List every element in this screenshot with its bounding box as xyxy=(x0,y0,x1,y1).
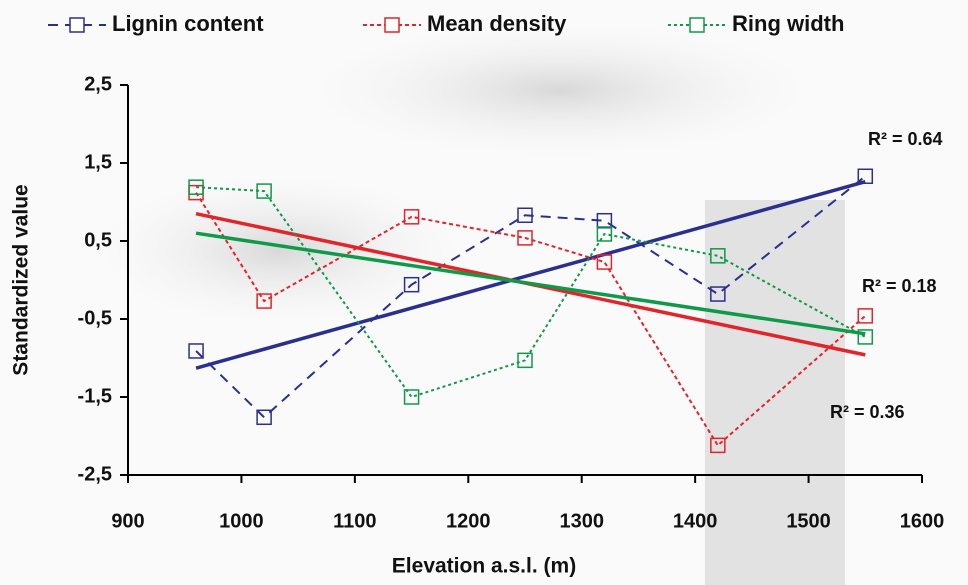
x-tick-label: 1300 xyxy=(559,510,604,532)
trend-line xyxy=(195,180,866,370)
y-tick-label: -2,5 xyxy=(78,463,112,485)
x-tick-label: 1100 xyxy=(333,510,376,532)
data-point xyxy=(710,286,726,302)
data-point xyxy=(403,276,420,293)
data-point xyxy=(596,254,613,270)
x-tick-label: 1200 xyxy=(446,510,491,532)
x-tick-label: 900 xyxy=(111,510,144,532)
x-tick-label: 1000 xyxy=(219,510,264,532)
y-tick-label: 2,5 xyxy=(84,73,112,95)
series-line xyxy=(195,192,866,447)
legend-marker xyxy=(69,17,85,33)
annotation: R² = 0.36 xyxy=(830,402,905,422)
data-point xyxy=(188,343,204,359)
x-tick-label: 1600 xyxy=(900,510,945,532)
annotation: R² = 0.64 xyxy=(868,129,943,149)
data-point xyxy=(857,308,874,324)
data-point xyxy=(403,209,420,225)
legend-marker xyxy=(689,17,705,33)
data-point xyxy=(517,230,533,246)
data-point xyxy=(517,207,533,224)
data-point xyxy=(596,226,613,242)
data-point xyxy=(256,293,272,309)
legend-label: Ring width xyxy=(732,11,844,36)
annotation: R² = 0.18 xyxy=(862,276,937,296)
y-tick-label: -1,5 xyxy=(78,385,112,407)
data-point xyxy=(403,389,420,405)
background-texture xyxy=(260,10,860,170)
legend-marker xyxy=(384,17,400,33)
legend-label: Mean density xyxy=(427,11,567,36)
series-line xyxy=(195,175,866,419)
background-texture xyxy=(60,160,500,340)
data-point xyxy=(857,168,874,185)
data-point xyxy=(710,248,726,264)
x-tick-label: 1400 xyxy=(673,510,718,532)
x-tick-label: 1500 xyxy=(786,510,831,532)
y-axis-title: Standardized value xyxy=(10,184,33,375)
trend-line xyxy=(195,231,866,336)
y-tick-label: 0,5 xyxy=(84,229,112,251)
x-axis-title: Elevation a.s.l. (m) xyxy=(392,555,576,578)
data-point xyxy=(517,352,533,369)
data-point xyxy=(188,179,204,195)
data-point xyxy=(256,409,272,426)
data-point xyxy=(710,437,726,454)
data-point xyxy=(256,183,272,199)
y-tick-label: 1,5 xyxy=(84,151,112,173)
series-line xyxy=(195,186,866,399)
data-point xyxy=(857,329,874,345)
y-tick-label: -0,5 xyxy=(78,307,112,329)
background-trunk xyxy=(705,200,845,585)
legend-label: Lignin content xyxy=(112,11,264,36)
